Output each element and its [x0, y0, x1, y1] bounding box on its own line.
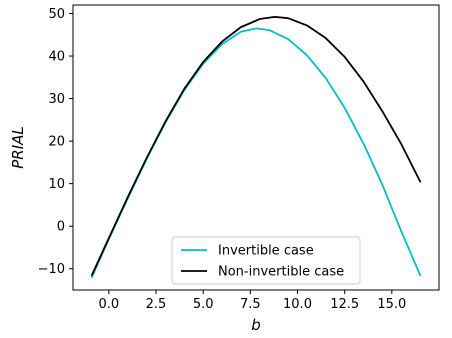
y-tick-label: 50: [48, 7, 65, 22]
plot-area: [90, 16, 422, 279]
x-axis-label: b: [251, 316, 261, 334]
x-tick-label: 12.5: [330, 297, 359, 312]
x-tick-label: 7.5: [240, 297, 261, 312]
y-axis-label: PRIAL: [9, 126, 27, 169]
x-tick-label: 0.0: [99, 297, 120, 312]
x-tick-label: 5.0: [193, 297, 214, 312]
y-tick-label: 10: [48, 177, 65, 192]
x-tick-label: 15.0: [377, 297, 406, 312]
legend-label: Non-invertible case: [218, 265, 344, 280]
y-tick-label: 40: [48, 50, 65, 65]
y-tick-label: −10: [38, 262, 65, 277]
x-tick-label: 10.0: [283, 297, 312, 312]
axes: 0.0 2.5 5.0 7.5 10.0 12.5 15.0 −10 0 10 20 30 40 50: [38, 4, 440, 312]
legend-box: [171, 236, 361, 285]
series-line-non-invertible: [90, 16, 422, 277]
legend-label: Invertible case: [218, 244, 314, 259]
y-tick-label: 0: [57, 220, 65, 235]
plot-frame: [72, 4, 440, 291]
y-tick-label: 20: [48, 135, 65, 150]
legend: Invertible case Non-invertible case: [171, 236, 361, 285]
x-tick-label: 2.5: [146, 297, 167, 312]
y-tick-label: 30: [48, 92, 65, 107]
